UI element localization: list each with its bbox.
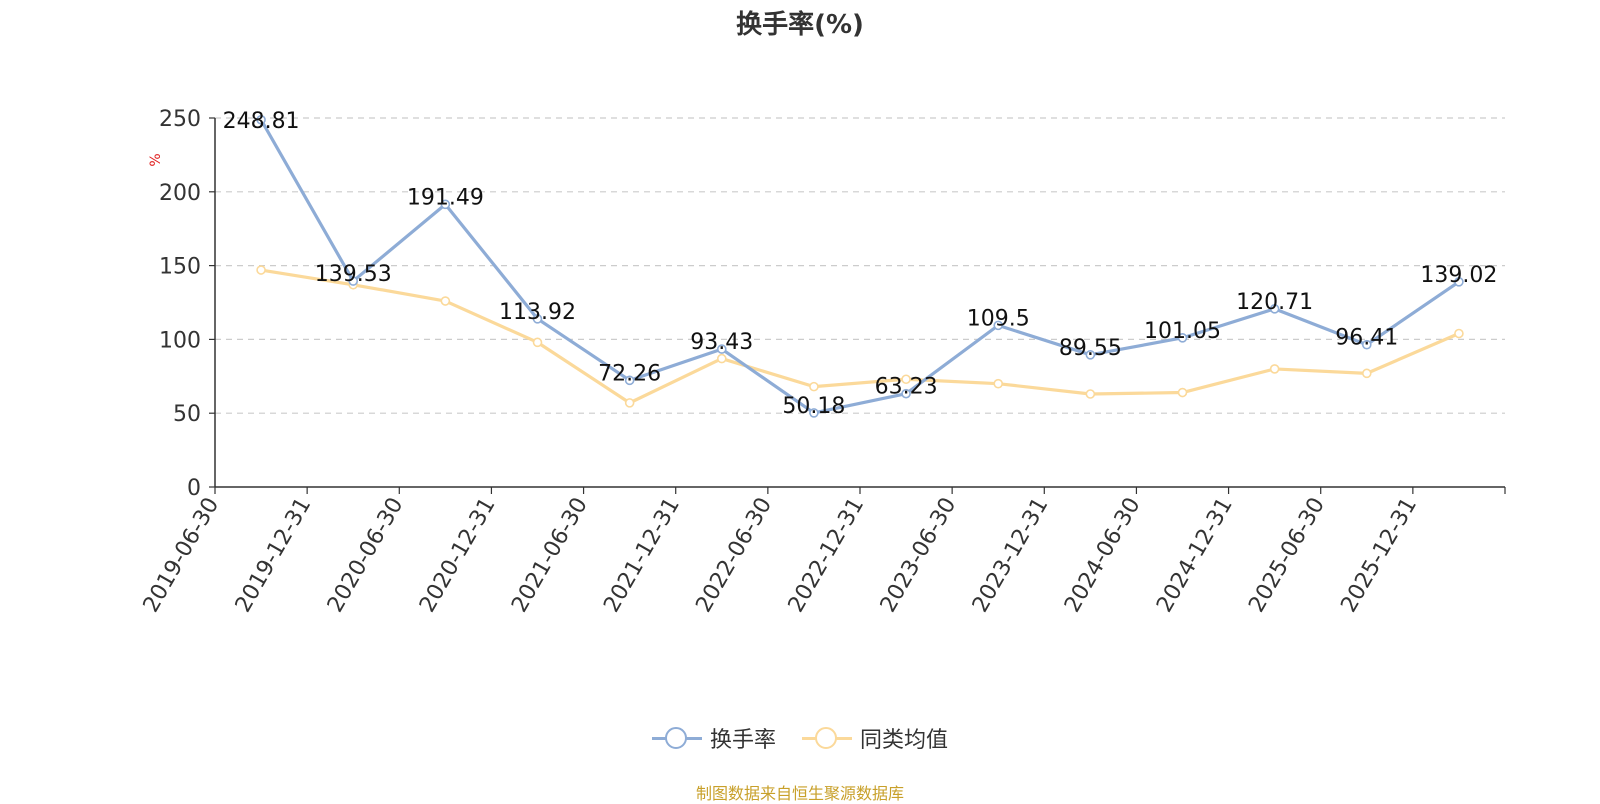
series-1-point-11 [1269, 364, 1280, 374]
data-label-0: 248.81 [223, 109, 300, 134]
legend: 换手率 同类均值 [0, 722, 1600, 754]
x-tick-label-12: 2025-06-30 [1244, 494, 1330, 617]
series-0-point-0 [256, 114, 266, 125]
data-label-3: 113.92 [499, 300, 576, 325]
series-0-point-6 [809, 408, 819, 418]
x-tick-label-3: 2020-12-31 [415, 494, 501, 617]
series-1-point-13 [1454, 328, 1464, 339]
data-label-11: 120.71 [1236, 290, 1313, 315]
legend-turnover-label: 换手率 [709, 728, 776, 753]
series-0-point-10 [1177, 333, 1188, 343]
x-tick-label-1: 2019-12-31 [231, 494, 317, 617]
series-0-point-9 [1085, 350, 1096, 360]
x-tick-label-7: 2022-12-31 [784, 494, 870, 617]
data-label-6: 50.18 [782, 394, 845, 419]
series-1-point-4 [624, 398, 635, 408]
data-label-12: 96.41 [1335, 326, 1398, 351]
y-tick-label-3: 150 [159, 255, 201, 280]
data-label-8: 109.5 [967, 306, 1030, 331]
y-tick-label-0: 0 [187, 476, 201, 501]
series-0-point-4 [624, 375, 635, 386]
data-label-1: 139.53 [315, 262, 392, 287]
data-label-4: 72.26 [598, 361, 661, 386]
series-0-point-5 [716, 344, 727, 354]
data-label-10: 101.05 [1144, 319, 1221, 344]
x-tick-label-4: 2021-06-30 [507, 494, 593, 617]
series-1-point-12 [1361, 368, 1372, 379]
x-tick-label-6: 2022-06-30 [691, 494, 777, 617]
data-label-9: 89.55 [1059, 336, 1122, 361]
x-tick-label-8: 2023-06-30 [876, 493, 962, 616]
data-label-5: 93.43 [690, 330, 753, 355]
series-0-point-2 [440, 199, 451, 210]
x-tick-label-2: 2020-06-30 [323, 494, 409, 617]
x-tick-label-9: 2023-12-31 [968, 494, 1054, 617]
series-0-point-7 [901, 388, 911, 399]
series-1-point-5 [716, 353, 727, 364]
series-0-point-3 [532, 314, 543, 324]
legend-peer-average-label: 同类均值 [860, 728, 949, 753]
data-label-13: 139.02 [1420, 263, 1497, 288]
y-tick-label-1: 50 [173, 402, 201, 427]
series-line-0 [259, 118, 1460, 415]
legend-turnover-icon [651, 726, 702, 750]
x-tick-label-10: 2024-06-30 [1060, 494, 1146, 617]
legend-item-turnover[interactable]: 换手率 [651, 722, 776, 754]
y-tick-label-5: 250 [159, 107, 201, 132]
data-label-7: 63.23 [875, 375, 938, 400]
y-tick-label-2: 100 [159, 328, 201, 353]
series-1-point-2 [440, 296, 451, 306]
chart-title: 换手率(%) [736, 10, 864, 40]
series-1-point-10 [1177, 387, 1188, 398]
y-axis-label: % [148, 153, 164, 166]
series-1-point-7 [901, 374, 911, 385]
series-1-point-3 [532, 337, 543, 348]
legend-item-peer-average[interactable]: 同类均值 [802, 722, 948, 754]
x-tick-label-0: 2019-06-30 [139, 494, 225, 617]
data-label-2: 191.49 [407, 185, 484, 210]
series-0-point-12 [1361, 339, 1372, 350]
series-0-point-8 [993, 320, 1004, 331]
series-0-point-13 [1454, 277, 1464, 287]
y-tick-label-4: 200 [159, 181, 201, 206]
series-1-point-0 [256, 265, 266, 275]
legend-peer-average-icon [802, 726, 852, 750]
series-0-point-11 [1269, 304, 1280, 314]
series-1-point-8 [993, 378, 1004, 389]
x-tick-label-13: 2025-12-31 [1336, 494, 1422, 617]
series-0-point-1 [348, 276, 359, 286]
data-source-note: 制图数据来自恒生聚源数据库 [695, 784, 904, 803]
x-tick-label-5: 2021-12-31 [599, 494, 685, 617]
x-tick-label-11: 2024-12-31 [1152, 494, 1238, 617]
series-line-1 [260, 268, 1460, 405]
series-1-point-9 [1085, 389, 1096, 399]
series-1-point-6 [809, 381, 819, 392]
